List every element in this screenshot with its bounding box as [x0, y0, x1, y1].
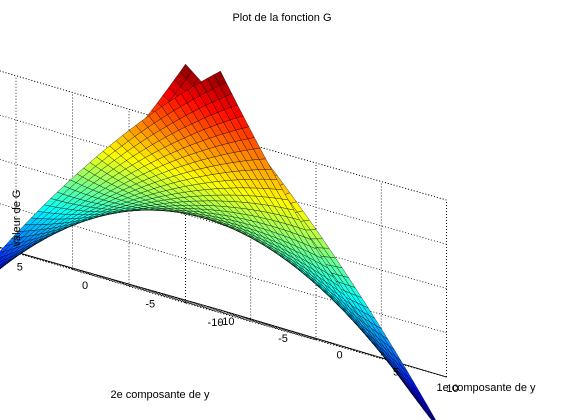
y-tick-label: -10	[208, 317, 224, 329]
grid-line	[185, 258, 447, 334]
grid-line	[0, 247, 186, 304]
chart-title: Plot de la fonction G	[232, 12, 331, 24]
y-axis-label: 2e composante de y	[110, 389, 210, 401]
grid-line	[128, 285, 391, 361]
grid-line	[15, 252, 278, 328]
x-tick-label: 5	[393, 366, 399, 378]
grid-line	[89, 272, 317, 341]
grid-line	[185, 125, 447, 201]
z-axis-label: valeur de G	[11, 190, 23, 247]
x-axis	[220, 309, 447, 378]
y-tick-label: -5	[145, 299, 155, 311]
x-axis-label: 1e composante de y	[436, 382, 536, 394]
x-tick-label: 0	[336, 350, 342, 362]
y-tick-label: 0	[82, 280, 88, 292]
surface-mesh	[0, 63, 436, 420]
grid-line	[0, 70, 186, 127]
grid-line	[0, 247, 221, 311]
surface-patch	[213, 70, 227, 86]
x-tick-label: -10	[219, 316, 235, 328]
x-tick-label: -5	[278, 333, 288, 345]
surface-patch	[421, 403, 435, 420]
tick-labels: 10005000-500-1000-10-505101050-5-10	[17, 262, 459, 396]
grid-line	[155, 291, 382, 359]
y-axis	[0, 247, 221, 311]
grid-line	[24, 254, 251, 322]
y-tick-label: 5	[17, 262, 23, 274]
x-tick-label: 10	[446, 383, 458, 395]
